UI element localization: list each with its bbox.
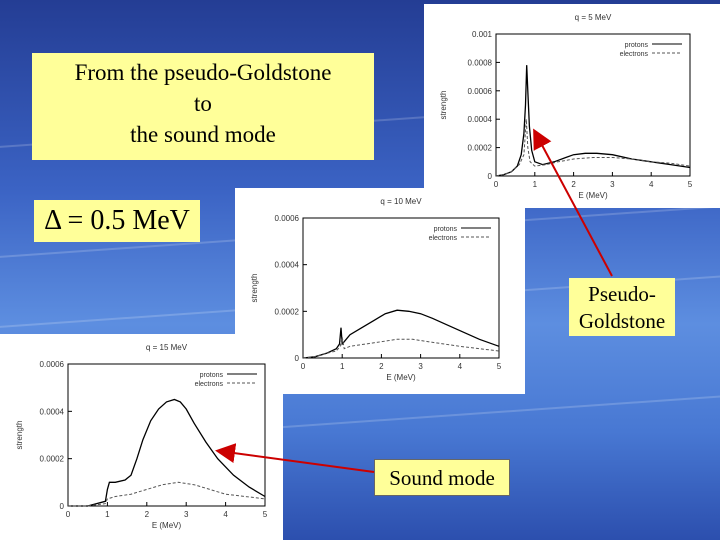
title-line: the sound mode xyxy=(130,122,276,147)
x-tick-label: 4 xyxy=(223,510,228,519)
pseudo-goldstone-label: Pseudo- Goldstone xyxy=(569,278,675,336)
x-tick-label: 4 xyxy=(649,180,654,189)
series-line-protons xyxy=(302,309,500,359)
delta-label: Δ = 0.5 MeV xyxy=(34,200,200,242)
x-tick-label: 5 xyxy=(688,180,693,189)
x-tick-label: 3 xyxy=(418,362,423,371)
legend-label: protons xyxy=(434,226,458,233)
chart-panel-q10: q = 10 MeV 0 1 2 3 4 5 0 0.0002 0.0004 0.0006 E (Me… xyxy=(235,188,525,394)
title-line: From the pseudo-Goldstone xyxy=(74,60,332,85)
sound-mode-label: Sound mode xyxy=(374,459,510,496)
legend-label: electrons xyxy=(429,235,458,242)
x-tick-label: 2 xyxy=(145,510,150,519)
x-axis-label: E (MeV) xyxy=(386,373,416,382)
title-line: to xyxy=(194,91,212,116)
y-tick-label: 0.001 xyxy=(472,30,493,39)
chart-title: q = 15 MeV xyxy=(146,343,188,352)
series-line-electrons xyxy=(495,119,691,177)
x-tick-label: 1 xyxy=(533,180,538,189)
y-tick-label: 0.0002 xyxy=(40,455,65,464)
legend-label: electrons xyxy=(620,51,649,58)
x-tick-label: 3 xyxy=(610,180,615,189)
x-axis-label: E (MeV) xyxy=(578,191,608,200)
y-tick-label: 0.0006 xyxy=(40,360,65,369)
x-tick-label: 5 xyxy=(263,510,268,519)
y-tick-label: 0.0006 xyxy=(468,87,493,96)
x-tick-label: 0 xyxy=(66,510,71,519)
legend-label: protons xyxy=(200,372,224,379)
plot-frame xyxy=(67,363,266,507)
chart-svg: q = 10 MeV 0 1 2 3 4 5 0 0.0002 0.0004 0.0006 E (Me… xyxy=(250,197,502,382)
series-line-electrons xyxy=(302,336,500,359)
x-tick-label: 1 xyxy=(340,362,345,371)
series-line-protons xyxy=(68,398,266,507)
chart-title: q = 10 MeV xyxy=(380,197,422,206)
x-tick-label: 0 xyxy=(301,362,306,371)
chart-svg: q = 5 MeV 0 1 2 3 4 5 0 0.0002 0.0004 0.0006 0.0008… xyxy=(439,13,693,200)
x-tick-label: 2 xyxy=(571,180,576,189)
x-tick-label: 1 xyxy=(105,510,110,519)
y-tick-label: 0 xyxy=(295,354,300,363)
y-tick-label: 0.0004 xyxy=(40,407,65,416)
x-tick-label: 5 xyxy=(497,362,502,371)
pseudo-label-line: Pseudo- xyxy=(588,282,656,306)
x-tick-label: 4 xyxy=(458,362,463,371)
x-tick-label: 3 xyxy=(184,510,189,519)
legend-label: protons xyxy=(625,42,649,49)
y-tick-label: 0.0004 xyxy=(468,115,493,124)
chart-panel-q5: q = 5 MeV 0 1 2 3 4 5 0 0.0002 0.0004 0.0006 0.0008… xyxy=(424,4,720,208)
y-tick-label: 0.0002 xyxy=(468,144,493,153)
x-tick-label: 0 xyxy=(494,180,499,189)
series-line-protons xyxy=(495,65,691,177)
x-tick-label: 2 xyxy=(379,362,384,371)
pseudo-label-line: Goldstone xyxy=(578,309,666,333)
y-tick-label: 0 xyxy=(488,172,493,181)
legend-label: electrons xyxy=(195,381,224,388)
y-tick-label: 0 xyxy=(60,502,65,511)
title-box: From the pseudo-Goldstone to the sound m… xyxy=(32,53,374,160)
chart-svg: q = 15 MeV 0 1 2 3 4 5 0 0.0002 0.0004 0.0006 E (Me… xyxy=(15,343,268,530)
chart-title: q = 5 MeV xyxy=(575,13,612,22)
y-axis-label: strength xyxy=(439,91,448,120)
plot-frame xyxy=(302,217,500,359)
y-tick-label: 0.0004 xyxy=(275,261,300,270)
y-tick-label: 0.0002 xyxy=(275,307,300,316)
series-line-electrons xyxy=(68,481,266,507)
x-axis-label: E (MeV) xyxy=(152,521,182,530)
y-tick-label: 0.0006 xyxy=(275,214,300,223)
chart-panel-q15: q = 15 MeV 0 1 2 3 4 5 0 0.0002 0.0004 0.0006 E (Me… xyxy=(0,334,283,540)
y-axis-label: strength xyxy=(15,421,24,450)
y-axis-label: strength xyxy=(250,274,259,303)
y-tick-label: 0.0008 xyxy=(468,58,493,67)
